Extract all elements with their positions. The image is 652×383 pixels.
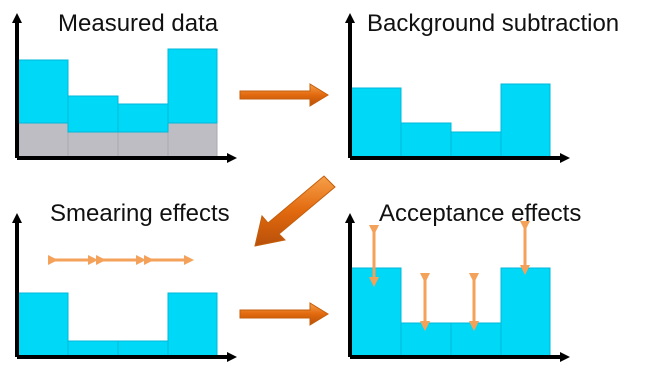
title-measured-data: Measured data (58, 10, 219, 37)
measured-signal-bar-4 (167, 48, 218, 124)
bgsub-bar-3 (450, 131, 502, 159)
smearing-bar-4 (167, 292, 218, 358)
panel-acceptance (345, 213, 570, 362)
acceptance-bar-2 (400, 322, 452, 358)
measured-bg-bar-4 (167, 122, 218, 159)
measured-bg-bar-2 (67, 131, 119, 159)
bgsub-bar-2 (400, 122, 452, 159)
acceptance-bar-1 (350, 267, 402, 358)
flow-arrow-1 (239, 83, 329, 107)
measured-signal-bar-3 (117, 103, 169, 133)
flow-arrow-3 (239, 302, 329, 326)
title-background-subtraction: Background subtraction (367, 10, 620, 37)
measured-bg-bar-3 (117, 131, 169, 159)
acceptance-bar-4 (500, 267, 551, 358)
panel-measured (12, 13, 237, 163)
panel-smearing (12, 213, 237, 362)
smearing-bar-2 (67, 340, 119, 358)
smearing-bar-1 (17, 292, 69, 358)
measured-bg-bar-1 (17, 122, 69, 159)
title-acceptance-effects: Acceptance effects (379, 200, 582, 227)
panel-background-subtraction (345, 13, 570, 163)
smearing-bar-3 (117, 340, 169, 358)
measured-signal-bar-2 (67, 95, 119, 133)
bgsub-bar-1 (350, 87, 402, 159)
measured-signal-bar-1 (17, 59, 69, 124)
bgsub-bar-4 (500, 83, 551, 159)
acceptance-bar-3 (450, 322, 502, 358)
flow-arrow-2 (254, 175, 336, 247)
title-smearing-effects: Smearing effects (50, 200, 230, 227)
